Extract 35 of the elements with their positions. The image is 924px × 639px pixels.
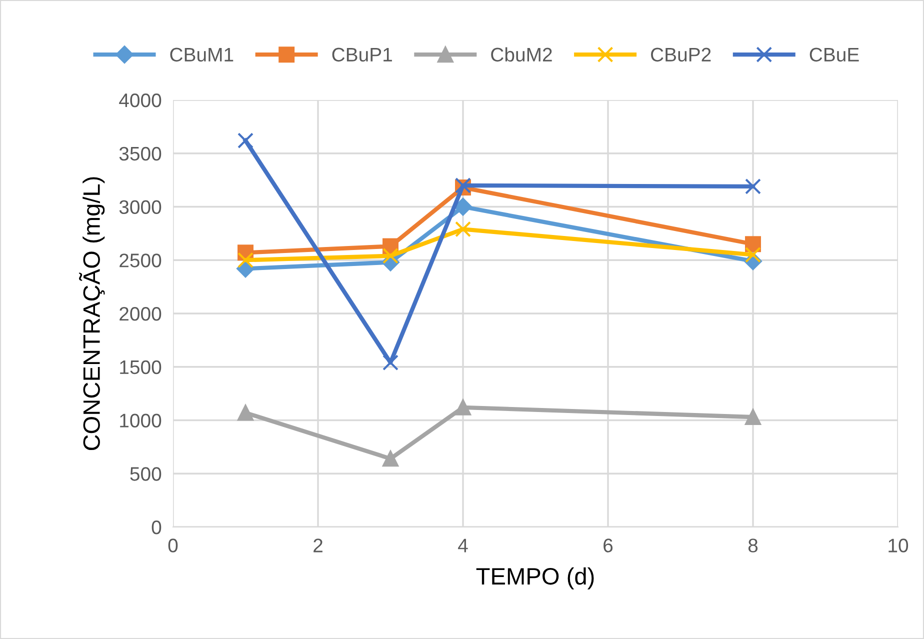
x-tick-label: 10 — [888, 538, 908, 552]
legend-label: CbuM2 — [491, 47, 552, 62]
y-tick-label: 0 — [152, 520, 162, 534]
y-tick-label: 500 — [130, 467, 162, 481]
x-tick-label: 8 — [748, 538, 758, 552]
y-tick-label: 2500 — [120, 254, 162, 268]
y-axis-title: CONCENTRAÇÃO (mg/L) — [79, 177, 105, 450]
y-tick-label: 3500 — [119, 146, 162, 161]
x-tick-label: 4 — [458, 538, 468, 552]
point — [455, 399, 471, 416]
point — [455, 221, 471, 238]
legend-label: CBuP1 — [332, 48, 392, 62]
y-tick-label: 1500 — [120, 360, 162, 374]
x-tick-label: 6 — [604, 538, 613, 552]
point — [745, 409, 761, 426]
legend-label: CBuP2 — [651, 48, 711, 62]
legend-label: CBuE — [810, 48, 859, 62]
point — [454, 198, 472, 216]
y-tick-label: 3000 — [119, 200, 162, 214]
legend-label: CBuM1 — [170, 48, 234, 62]
point — [745, 236, 761, 252]
point — [238, 132, 254, 149]
x-tick-label: 0 — [168, 538, 178, 552]
point — [238, 404, 254, 421]
y-tick-label: 4000 — [119, 93, 162, 108]
point — [745, 178, 761, 194]
point — [382, 354, 398, 371]
y-tick-label: 1000 — [120, 414, 162, 428]
point — [382, 450, 398, 467]
point — [238, 252, 254, 268]
x-tick-label: 2 — [314, 538, 322, 552]
x-axis-title: TEMPO (d) — [476, 567, 594, 590]
y-tick-label: 2000 — [120, 306, 162, 321]
point — [745, 246, 761, 263]
point — [382, 248, 398, 264]
